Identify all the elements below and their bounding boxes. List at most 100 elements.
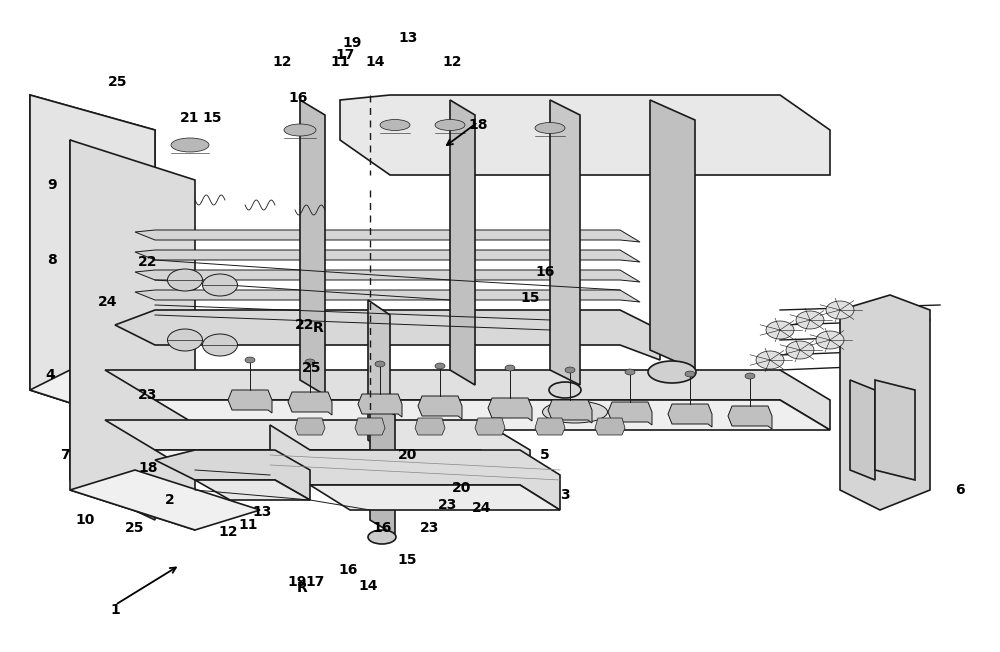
Text: 23: 23 (420, 521, 440, 535)
Text: R: R (313, 321, 323, 335)
Text: 14: 14 (365, 55, 385, 69)
Text: 17: 17 (305, 575, 325, 589)
Polygon shape (875, 380, 915, 480)
Ellipse shape (202, 274, 238, 296)
Text: 12: 12 (218, 525, 238, 539)
Text: 12: 12 (272, 55, 292, 69)
Polygon shape (535, 418, 565, 435)
Ellipse shape (535, 123, 565, 134)
Polygon shape (488, 398, 532, 421)
Text: 15: 15 (202, 111, 222, 125)
Polygon shape (105, 370, 830, 430)
Text: 1: 1 (110, 603, 120, 617)
Polygon shape (450, 100, 475, 385)
Polygon shape (355, 418, 385, 435)
Ellipse shape (685, 371, 695, 377)
Text: 25: 25 (302, 361, 322, 375)
Text: 4: 4 (45, 368, 55, 382)
Polygon shape (415, 418, 445, 435)
Polygon shape (288, 392, 332, 415)
Ellipse shape (745, 373, 755, 379)
Text: 13: 13 (398, 31, 418, 45)
Polygon shape (135, 230, 640, 242)
Text: 20: 20 (452, 481, 472, 495)
Text: 15: 15 (397, 553, 417, 567)
Ellipse shape (284, 124, 316, 136)
Ellipse shape (826, 301, 854, 319)
Polygon shape (70, 140, 155, 520)
Polygon shape (668, 404, 712, 427)
Ellipse shape (796, 311, 824, 329)
Ellipse shape (648, 361, 696, 383)
Text: 3: 3 (560, 488, 570, 502)
Text: 16: 16 (338, 563, 358, 577)
Polygon shape (418, 396, 462, 419)
Ellipse shape (168, 269, 202, 291)
Polygon shape (728, 406, 772, 429)
Polygon shape (115, 310, 660, 360)
Text: 21: 21 (180, 111, 200, 125)
Text: 16: 16 (372, 521, 392, 535)
Polygon shape (300, 100, 325, 395)
Polygon shape (548, 400, 592, 423)
Ellipse shape (435, 363, 445, 369)
Polygon shape (195, 480, 310, 500)
Text: 13: 13 (252, 505, 272, 519)
Ellipse shape (367, 454, 391, 466)
Polygon shape (270, 425, 560, 510)
Ellipse shape (168, 329, 202, 351)
Text: 25: 25 (108, 75, 128, 89)
Text: 18: 18 (138, 461, 158, 475)
Text: 6: 6 (955, 483, 965, 497)
Ellipse shape (202, 334, 238, 356)
Polygon shape (608, 402, 652, 425)
Ellipse shape (305, 359, 315, 365)
Text: 20: 20 (398, 448, 418, 462)
Ellipse shape (380, 119, 410, 130)
Text: 7: 7 (60, 448, 70, 462)
Ellipse shape (435, 119, 465, 130)
Polygon shape (70, 140, 195, 530)
Polygon shape (840, 295, 930, 510)
Ellipse shape (816, 331, 844, 349)
Polygon shape (135, 250, 640, 262)
Polygon shape (70, 470, 260, 530)
Polygon shape (135, 270, 640, 282)
Text: 8: 8 (47, 253, 57, 267)
Text: 5: 5 (540, 448, 550, 462)
Polygon shape (475, 418, 505, 435)
Text: 10: 10 (75, 513, 95, 527)
Text: 22: 22 (138, 255, 158, 269)
Ellipse shape (625, 369, 635, 375)
Ellipse shape (766, 321, 794, 339)
Text: 2: 2 (165, 493, 175, 507)
Polygon shape (155, 450, 530, 480)
Ellipse shape (542, 401, 608, 423)
Text: 24: 24 (98, 295, 118, 309)
Text: 19: 19 (342, 36, 362, 50)
Text: 18: 18 (468, 118, 488, 132)
Text: R: R (297, 581, 307, 595)
Ellipse shape (171, 138, 209, 152)
Polygon shape (30, 370, 195, 430)
Polygon shape (650, 100, 695, 370)
Ellipse shape (245, 357, 255, 363)
Polygon shape (295, 418, 325, 435)
Text: 22: 22 (295, 318, 315, 332)
Text: 23: 23 (438, 498, 458, 512)
Ellipse shape (368, 530, 396, 544)
Polygon shape (850, 380, 875, 480)
Text: 23: 23 (138, 388, 158, 402)
Polygon shape (340, 95, 830, 175)
Text: 11: 11 (330, 55, 350, 69)
Polygon shape (358, 394, 402, 417)
Text: 9: 9 (47, 178, 57, 192)
Text: 12: 12 (442, 55, 462, 69)
Polygon shape (550, 100, 580, 385)
Polygon shape (105, 420, 530, 480)
Polygon shape (155, 450, 310, 500)
Polygon shape (310, 485, 560, 510)
Polygon shape (155, 400, 830, 430)
Text: 24: 24 (472, 501, 492, 515)
Ellipse shape (505, 365, 515, 371)
